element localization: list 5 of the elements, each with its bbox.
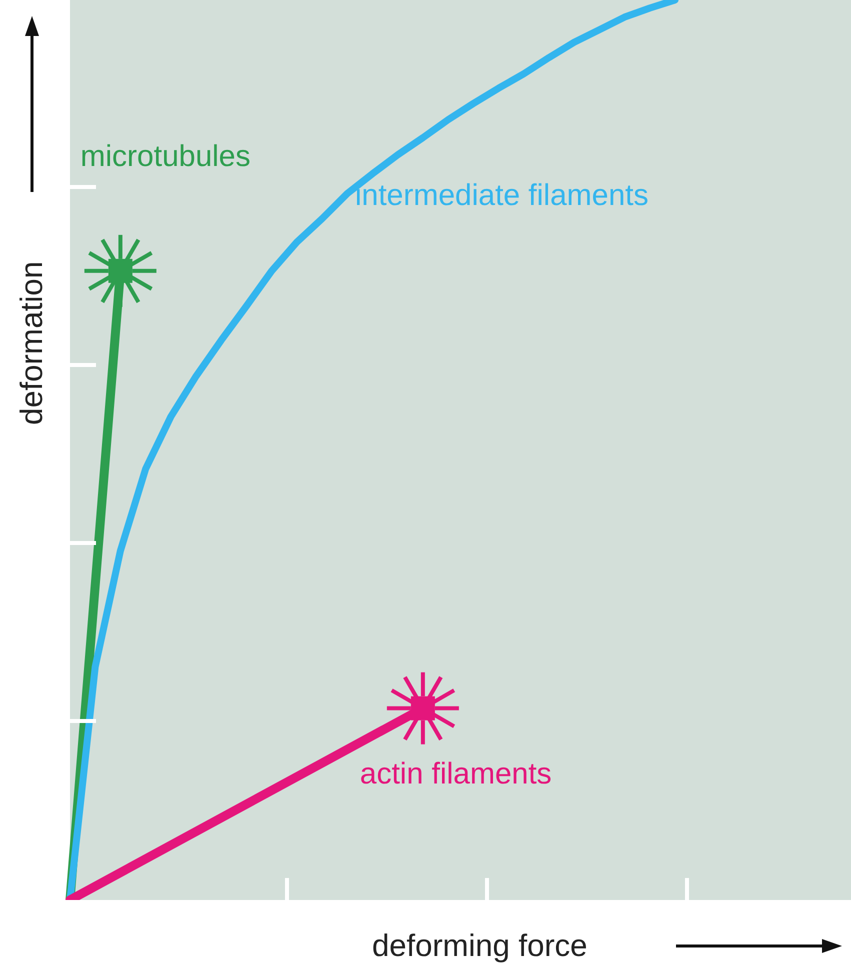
x-axis-title: deforming force	[372, 928, 588, 964]
text: microtubules	[80, 140, 250, 173]
legend-label: actin filaments	[360, 757, 552, 790]
y-axis-title: deformation	[14, 261, 50, 425]
series-label: intermediate filaments	[355, 179, 648, 212]
